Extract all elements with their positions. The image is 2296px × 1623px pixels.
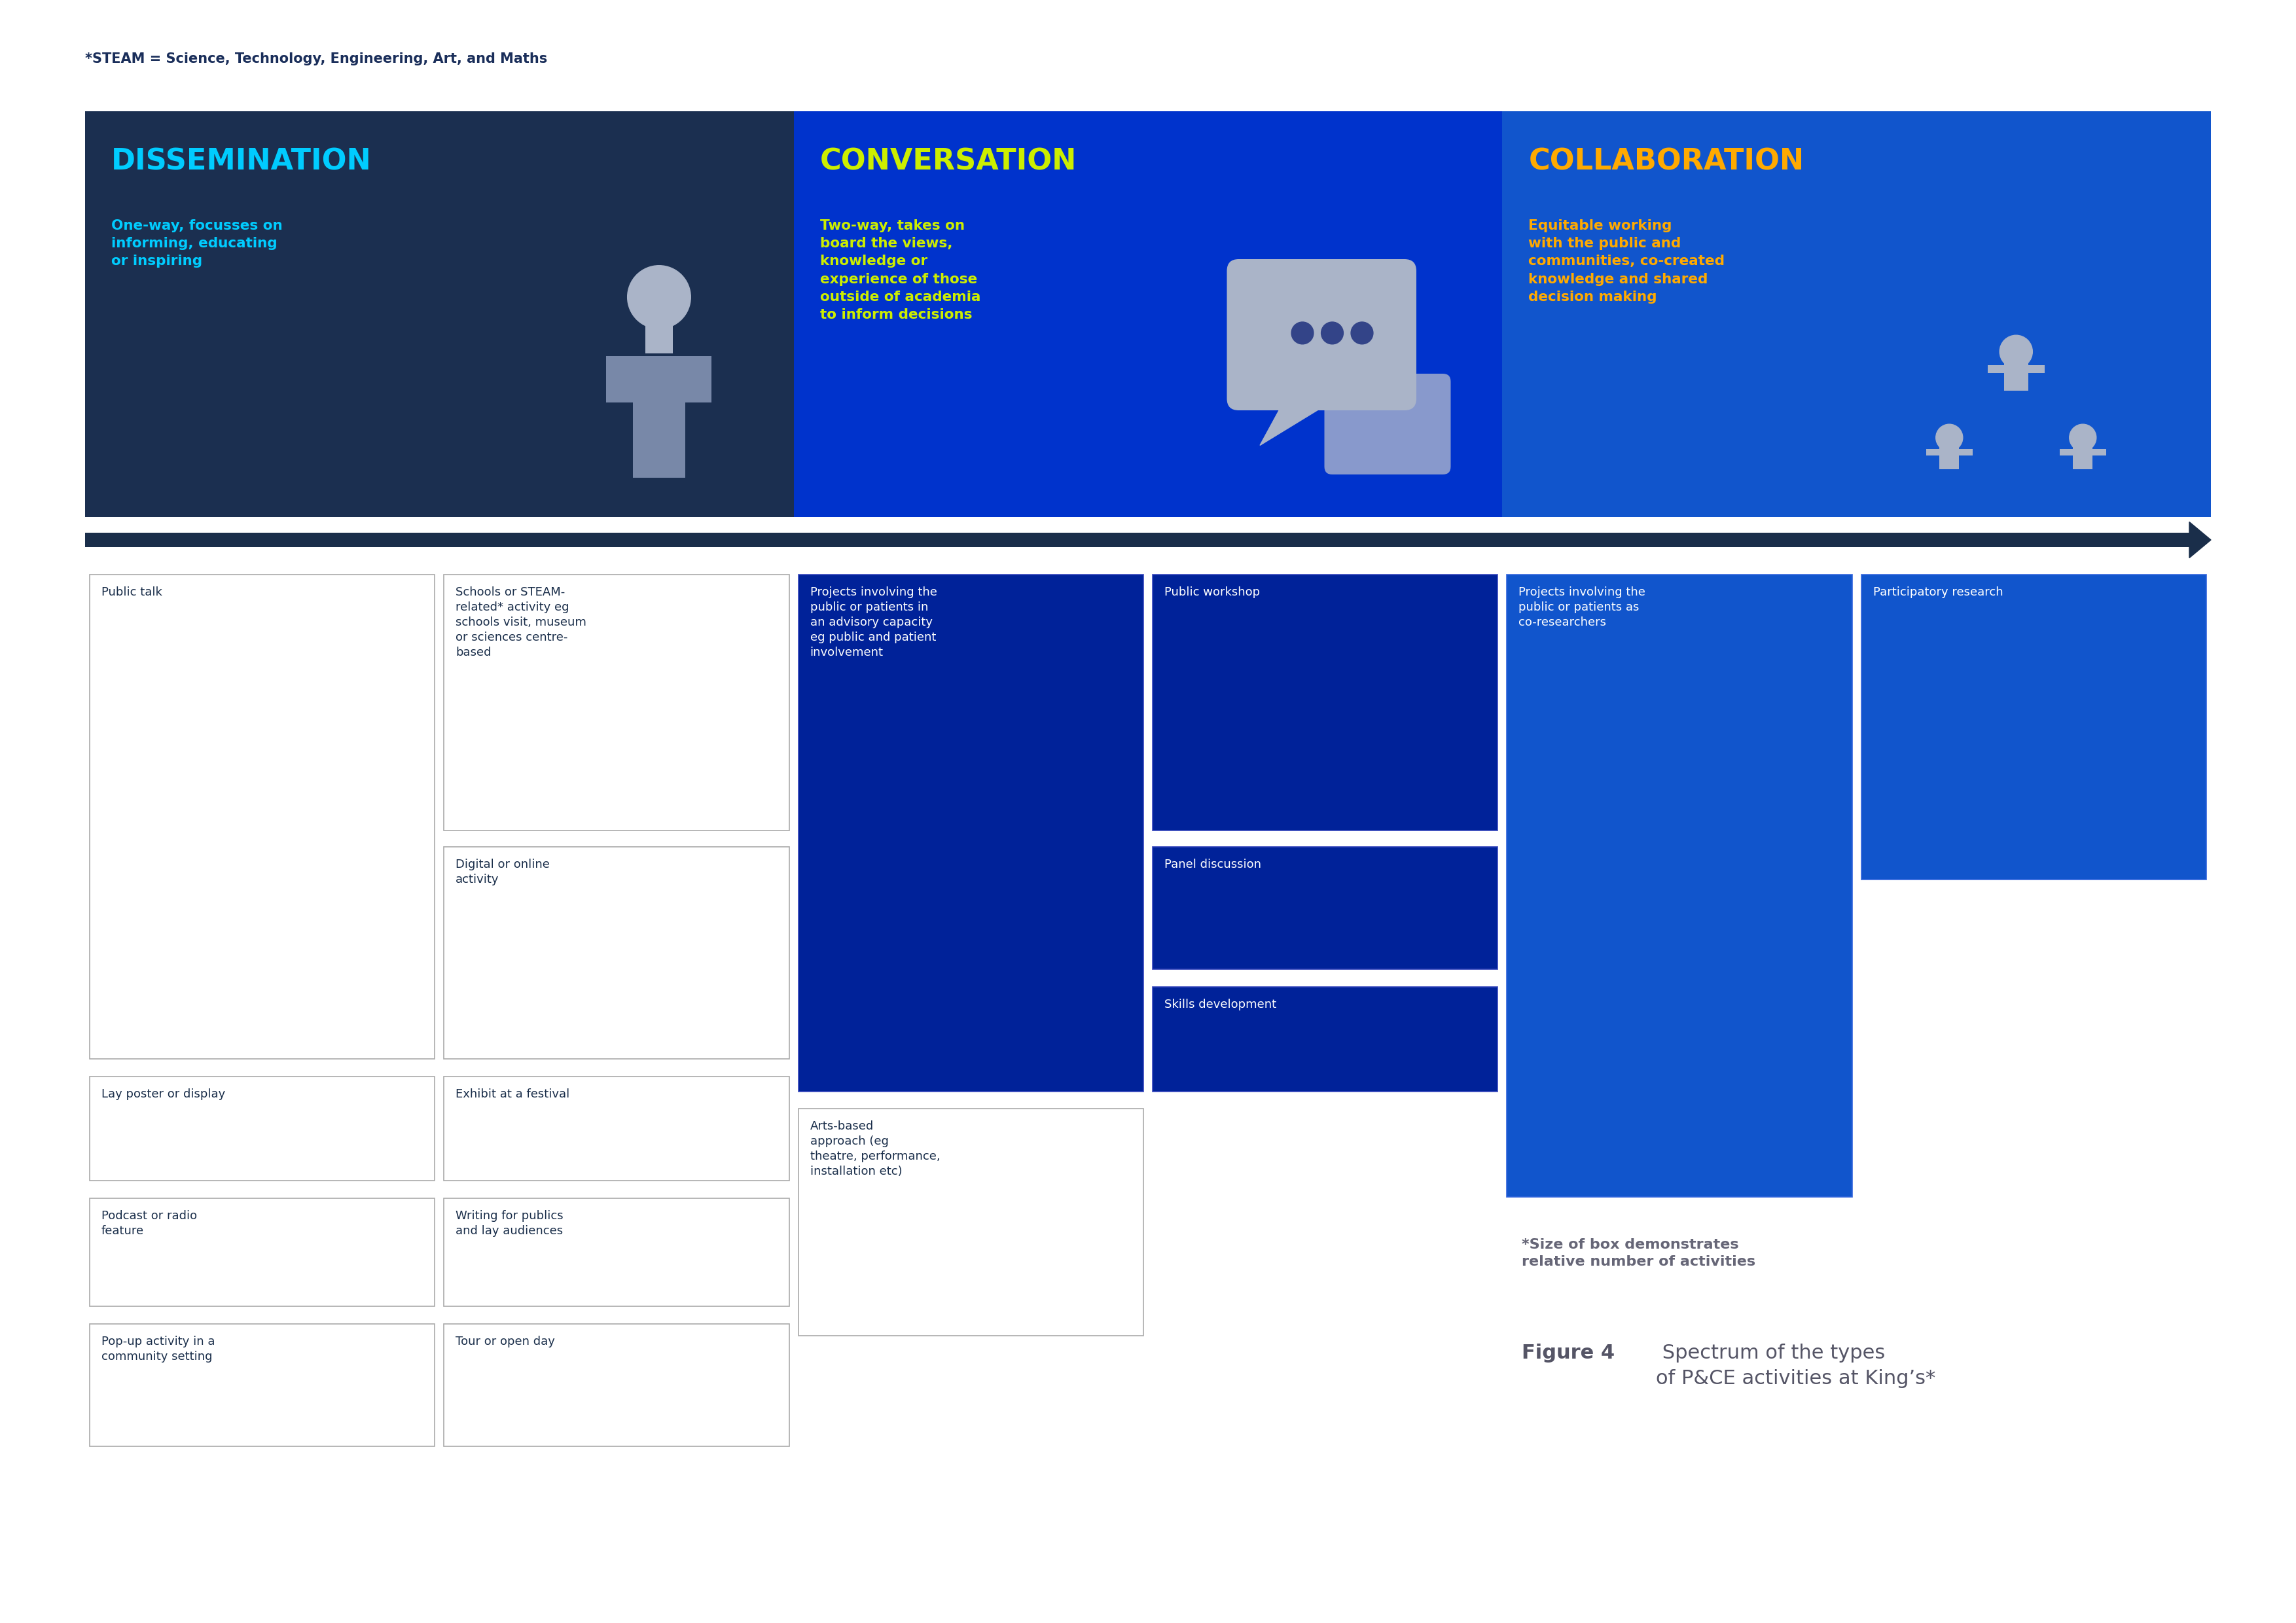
Text: Schools or STEAM-
related* activity eg
schools visit, museum
or sciences centre-: Schools or STEAM- related* activity eg s…: [455, 586, 585, 657]
Circle shape: [1320, 321, 1343, 344]
Text: CONVERSATION: CONVERSATION: [820, 148, 1077, 175]
Polygon shape: [1261, 399, 1336, 445]
Bar: [2073, 438, 2092, 469]
Bar: [1926, 450, 1940, 456]
Bar: [1153, 987, 1497, 1091]
Text: Digital or online
activity: Digital or online activity: [455, 859, 551, 885]
Bar: [1940, 438, 1958, 469]
Bar: [443, 1324, 790, 1446]
Bar: [1502, 112, 2211, 518]
Circle shape: [1350, 321, 1373, 344]
Bar: [799, 575, 1143, 1091]
Text: Exhibit at a festival: Exhibit at a festival: [455, 1087, 569, 1100]
Text: Participatory research: Participatory research: [1874, 586, 2002, 599]
Bar: [634, 399, 687, 477]
Bar: [85, 532, 2190, 547]
Bar: [90, 1324, 434, 1446]
Bar: [1153, 575, 1497, 831]
Text: Projects involving the
public or patients as
co-researchers: Projects involving the public or patient…: [1518, 586, 1646, 628]
Bar: [443, 575, 790, 831]
Circle shape: [2000, 336, 2032, 368]
Circle shape: [1290, 321, 1313, 344]
Bar: [794, 112, 1502, 518]
Bar: [90, 1198, 434, 1307]
Bar: [1988, 365, 2004, 373]
Bar: [645, 299, 673, 354]
Text: Skills development: Skills development: [1164, 998, 1277, 1010]
Text: *Size of box demonstrates
relative number of activities: *Size of box demonstrates relative numbe…: [1522, 1238, 1756, 1268]
Text: Figure 4: Figure 4: [1522, 1344, 1614, 1363]
Bar: [90, 575, 434, 1058]
Text: Lay poster or display: Lay poster or display: [101, 1087, 225, 1100]
Text: Public talk: Public talk: [101, 586, 163, 599]
Bar: [85, 112, 794, 518]
FancyBboxPatch shape: [1325, 373, 1451, 474]
Text: Two-way, takes on
board the views,
knowledge or
experience of those
outside of a: Two-way, takes on board the views, knowl…: [820, 219, 980, 321]
Text: Equitable working
with the public and
communities, co-created
knowledge and shar: Equitable working with the public and co…: [1529, 219, 1724, 304]
Bar: [799, 1109, 1143, 1336]
Text: Spectrum of the types
of P&CE activities at King’s*: Spectrum of the types of P&CE activities…: [1655, 1344, 1936, 1388]
Text: Podcast or radio
feature: Podcast or radio feature: [101, 1211, 197, 1237]
Bar: [2060, 450, 2073, 456]
Text: Projects involving the
public or patients in
an advisory capacity
eg public and : Projects involving the public or patient…: [810, 586, 937, 657]
Text: *STEAM = Science, Technology, Engineering, Art, and Maths: *STEAM = Science, Technology, Engineerin…: [85, 52, 546, 65]
Text: DISSEMINATION: DISSEMINATION: [110, 148, 372, 175]
Circle shape: [1936, 424, 1963, 451]
Circle shape: [2069, 424, 2096, 451]
Text: One-way, focusses on
informing, educating
or inspiring: One-way, focusses on informing, educatin…: [110, 219, 282, 268]
Bar: [1153, 847, 1497, 969]
FancyBboxPatch shape: [1226, 260, 1417, 411]
Bar: [2027, 365, 2043, 373]
Bar: [443, 1076, 790, 1182]
Text: Arts-based
approach (eg
theatre, performance,
installation etc): Arts-based approach (eg theatre, perform…: [810, 1120, 939, 1177]
Bar: [1862, 575, 2206, 880]
Bar: [443, 847, 790, 1058]
Text: COLLABORATION: COLLABORATION: [1529, 148, 1805, 175]
Text: Writing for publics
and lay audiences: Writing for publics and lay audiences: [455, 1211, 563, 1237]
Bar: [443, 1198, 790, 1307]
Bar: [1506, 575, 1853, 1198]
Text: Panel discussion: Panel discussion: [1164, 859, 1261, 870]
Circle shape: [627, 266, 691, 329]
Text: Pop-up activity in a
community setting: Pop-up activity in a community setting: [101, 1336, 216, 1362]
Bar: [2092, 450, 2105, 456]
Bar: [2004, 352, 2027, 391]
Text: Tour or open day: Tour or open day: [455, 1336, 556, 1347]
Bar: [1958, 450, 1972, 456]
Text: Public workshop: Public workshop: [1164, 586, 1261, 599]
Bar: [90, 1076, 434, 1182]
Polygon shape: [2190, 523, 2211, 558]
Bar: [606, 355, 712, 403]
